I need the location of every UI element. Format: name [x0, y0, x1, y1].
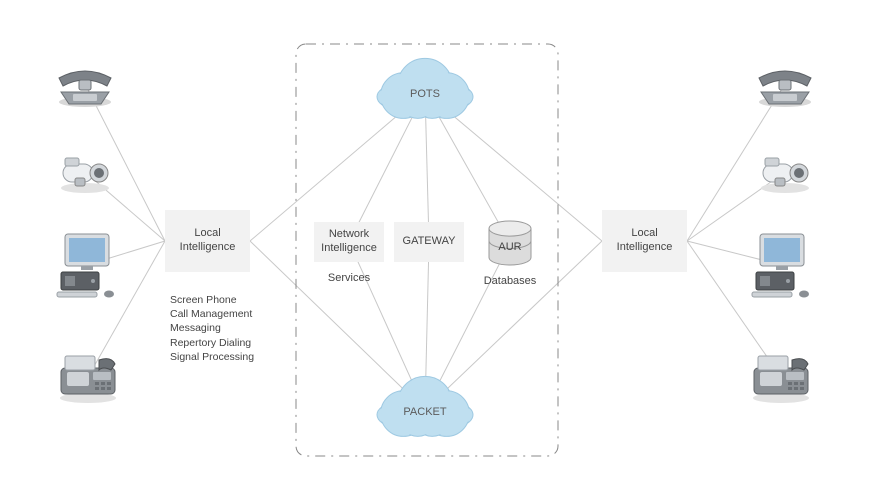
- network-intelligence-box: NetworkIntelligence: [314, 222, 384, 262]
- fax-icon: [55, 350, 121, 404]
- fax-icon: [748, 350, 814, 404]
- local-left-label: LocalIntelligence: [180, 227, 236, 255]
- phone-icon: [55, 60, 115, 108]
- gateway-label: GATEWAY: [403, 235, 456, 249]
- left-device-desktop: [55, 232, 119, 298]
- camcorder-icon: [755, 150, 815, 194]
- database-cylinder: AUR: [489, 221, 531, 265]
- local-right-label: LocalIntelligence: [617, 227, 673, 255]
- databases-label: Databases: [470, 275, 550, 287]
- phone-icon: [755, 60, 815, 108]
- camcorder-icon: [55, 150, 115, 194]
- diagram-stage: POTS PACKET AUR LocalIntelligence Networ…: [0, 0, 870, 500]
- gateway-box: GATEWAY: [394, 222, 464, 262]
- feature-item: Messaging: [170, 321, 254, 335]
- left-device-phone: [55, 60, 115, 108]
- svg-text:POTS: POTS: [410, 88, 440, 100]
- feature-list: Screen PhoneCall ManagementMessagingRepe…: [170, 293, 254, 364]
- packet-cloud: PACKET: [377, 376, 473, 436]
- right-device-phone: [755, 60, 815, 108]
- right-device-desktop: [750, 232, 814, 298]
- feature-item: Repertory Dialing: [170, 336, 254, 350]
- services-label: Services: [314, 272, 384, 284]
- svg-text:PACKET: PACKET: [403, 406, 446, 418]
- desktop-icon: [750, 232, 814, 298]
- feature-item: Call Management: [170, 307, 254, 321]
- local-intelligence-left: LocalIntelligence: [165, 210, 250, 272]
- left-device-fax: [55, 350, 121, 404]
- svg-text:AUR: AUR: [498, 241, 521, 253]
- right-device-camera: [755, 150, 815, 194]
- left-device-camera: [55, 150, 115, 194]
- network-label: NetworkIntelligence: [321, 228, 377, 256]
- desktop-icon: [55, 232, 119, 298]
- pots-cloud: POTS: [377, 58, 473, 118]
- feature-item: Screen Phone: [170, 293, 254, 307]
- right-device-fax: [748, 350, 814, 404]
- local-intelligence-right: LocalIntelligence: [602, 210, 687, 272]
- feature-item: Signal Processing: [170, 350, 254, 364]
